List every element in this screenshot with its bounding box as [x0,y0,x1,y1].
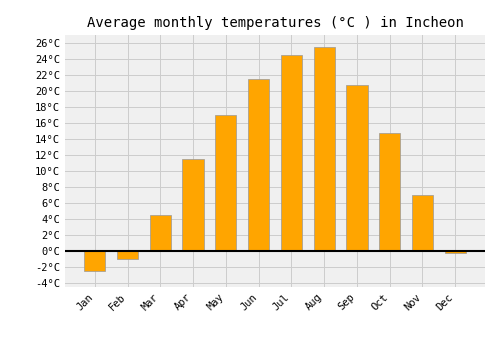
Bar [444,251,466,253]
Bar [379,133,400,251]
Bar [314,47,335,251]
Bar [84,251,106,271]
Title: Average monthly temperatures (°C ) in Incheon: Average monthly temperatures (°C ) in In… [86,16,464,30]
Bar [150,215,171,251]
Bar [280,55,302,251]
Bar [182,159,204,251]
Bar [412,195,433,251]
Bar [215,115,236,251]
Bar [248,79,270,251]
Bar [346,85,368,251]
Bar [117,251,138,259]
